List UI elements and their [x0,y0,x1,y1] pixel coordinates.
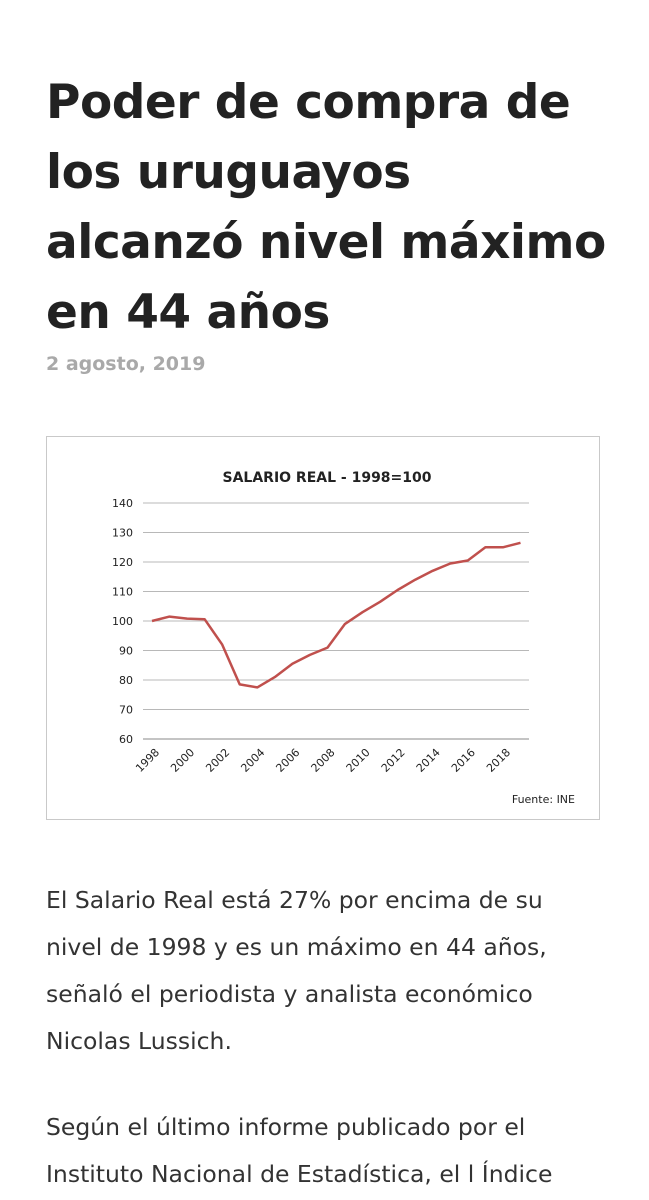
y-tick-label: 60 [119,733,133,746]
x-tick-label: 2000 [168,746,197,775]
x-tick-label: 2006 [273,746,302,775]
publish-date: 2 agosto, 2019 [46,353,206,375]
x-tick-label: 2014 [414,746,443,775]
y-tick-label: 70 [119,704,133,717]
x-tick-label: 2004 [238,746,267,775]
x-tick-label: 2018 [484,746,513,775]
chart-gridlines [143,502,529,740]
y-tick-label: 90 [119,645,133,658]
chart-source: Fuente: INE [512,793,575,806]
article-paragraph: Según el último informe publicado por el… [46,1113,553,1188]
y-axis-ticks: 140 130 120 110 100 90 80 70 60 [112,497,133,746]
x-tick-label: 2002 [203,746,232,775]
y-tick-label: 140 [112,497,133,510]
x-axis-ticks: 1998 2000 2002 2004 2006 2008 2010 2012 2014 2016… [133,746,513,775]
y-tick-label: 80 [119,674,133,687]
article-paragraph: El Salario Real está 27% por encima de s… [46,886,547,1055]
chart-plot-area [151,541,521,689]
y-tick-label: 100 [112,615,133,628]
chart-title: SALARIO REAL - 1998=100 [222,470,431,486]
x-tick-label: 1998 [133,746,162,775]
chart-figure: SALARIO REAL - 1998=100 140 130 120 110 100 9… [46,436,600,820]
y-tick-label: 110 [112,586,133,599]
x-tick-label: 2012 [379,746,408,775]
x-tick-label: 2010 [344,746,373,775]
series-line [151,541,521,689]
x-tick-label: 2016 [449,746,478,775]
article-headline: Poder de compra de los uruguayos alcanzó… [46,75,606,340]
salario-real-chart: SALARIO REAL - 1998=100 140 130 120 110 100 9… [112,470,575,806]
y-tick-label: 120 [112,556,133,569]
x-tick-label: 2008 [309,746,338,775]
y-tick-label: 130 [112,527,133,540]
